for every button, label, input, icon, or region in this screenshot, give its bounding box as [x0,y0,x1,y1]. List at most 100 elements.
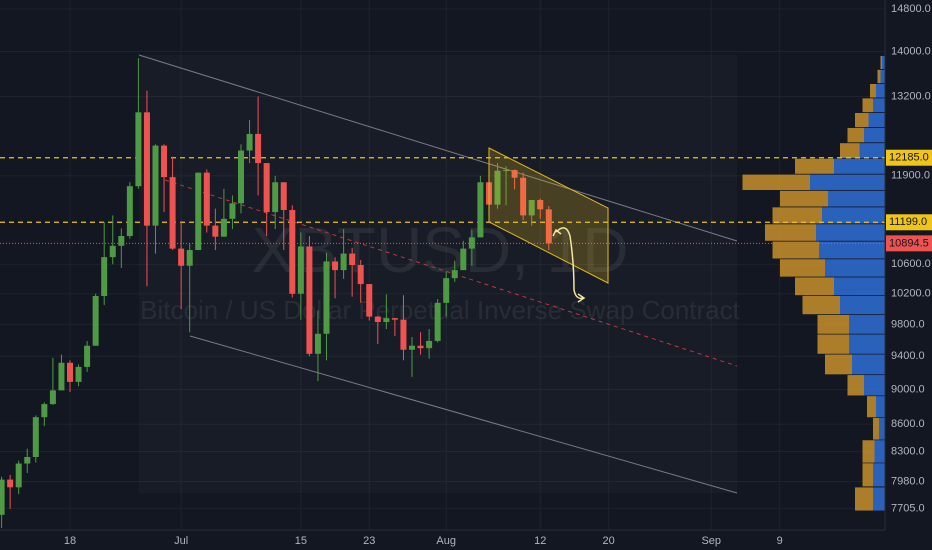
profile-bar [840,295,885,315]
candle-body [41,404,48,418]
profile-bar [780,259,825,277]
profile-bar [802,295,840,315]
profile-bar [864,375,885,396]
profile-bar [876,396,885,418]
y-tick-label: 11900.0 [891,170,930,182]
candle-body [289,210,296,294]
profile-bar [847,375,864,396]
candle-body [391,318,398,320]
profile-bar [765,224,816,241]
profile-bar [877,69,881,84]
watermark-symbol: XBTUSD, 1D [252,214,629,286]
candle-body [161,145,168,178]
x-tick-label: Sep [701,535,721,547]
profile-bar [862,440,875,463]
profile-bar [840,143,860,158]
candle-body [426,340,433,349]
candle-body [314,333,321,354]
candle-body [178,248,185,266]
candle-body [101,257,108,297]
candle-body [126,186,133,236]
profile-bar [817,334,849,354]
candle-body [32,417,39,457]
profile-bar [855,113,869,128]
candle-body [520,177,527,216]
profile-bar [880,56,882,70]
candle-body [332,261,339,271]
candle-body [135,112,142,187]
price-label-box [886,149,932,166]
channel-lower [189,335,738,494]
profile-bar [868,113,885,128]
profile-bar [825,259,885,277]
candle-body [468,237,475,249]
candle-body [255,133,262,164]
x-tick-label: 15 [295,535,307,547]
candle-body [443,278,450,303]
flag-channel [488,147,609,284]
x-tick-label: 9 [777,535,783,547]
candle-body [212,225,219,237]
profile-bar [870,83,876,98]
profile-bar [742,174,810,190]
profile-bar [873,463,885,487]
candle-body [545,209,552,244]
y-tick-label: 7980.0 [891,475,925,487]
price-label: 10894.5 [889,237,929,249]
profile-bar [849,314,885,334]
price-label-box [886,235,932,252]
candle-body [92,296,99,346]
candle-body [118,235,125,246]
candle-body [340,253,347,271]
profile-bar [834,158,885,174]
profile-bar [867,396,876,418]
profile-bar [874,440,885,463]
candle-body [503,170,510,172]
y-tick-label: 9800.0 [891,318,925,330]
candle-body [58,362,65,391]
candle-body [400,319,407,350]
profile-bar [855,487,873,511]
profile-bar [780,190,828,207]
channel-zone [139,55,737,493]
candle-body [263,163,270,213]
profile-bar [873,98,885,113]
x-tick-label: 12 [534,535,546,547]
arrow-head-up [552,228,562,237]
profile-bar [873,417,879,440]
profile-bar [876,83,885,98]
y-tick-label: 14000.0 [891,45,931,57]
time-axis [0,530,885,550]
profile-bar [880,69,885,84]
profile-bar [819,241,885,259]
candle-body [15,463,22,488]
candle-body [84,345,91,367]
profile-bar [817,314,849,334]
candle-body [75,366,82,382]
y-tick-label: 13200.0 [891,90,931,102]
candle-body [280,182,287,211]
volume-profile [742,56,885,511]
channel-upper [138,54,738,242]
candle-body [195,172,202,251]
profile-bar [795,277,834,296]
profile-bar [882,56,885,70]
profile-bar [847,127,864,143]
profile-bar [834,277,885,296]
profile-bar [772,207,822,224]
candle-body [460,248,467,271]
candle-body [477,182,484,238]
x-tick-label: 18 [64,535,76,547]
price-axis [885,0,932,550]
arrow-head-down [577,293,586,303]
candle-body [67,362,73,382]
profile-bar [852,354,885,375]
candle-body [0,479,5,515]
x-tick-label: Jul [174,535,188,547]
candle-body [417,345,424,349]
candle-body [152,145,159,226]
profile-bar [822,207,885,224]
y-tick-label: 9400.0 [891,350,925,362]
